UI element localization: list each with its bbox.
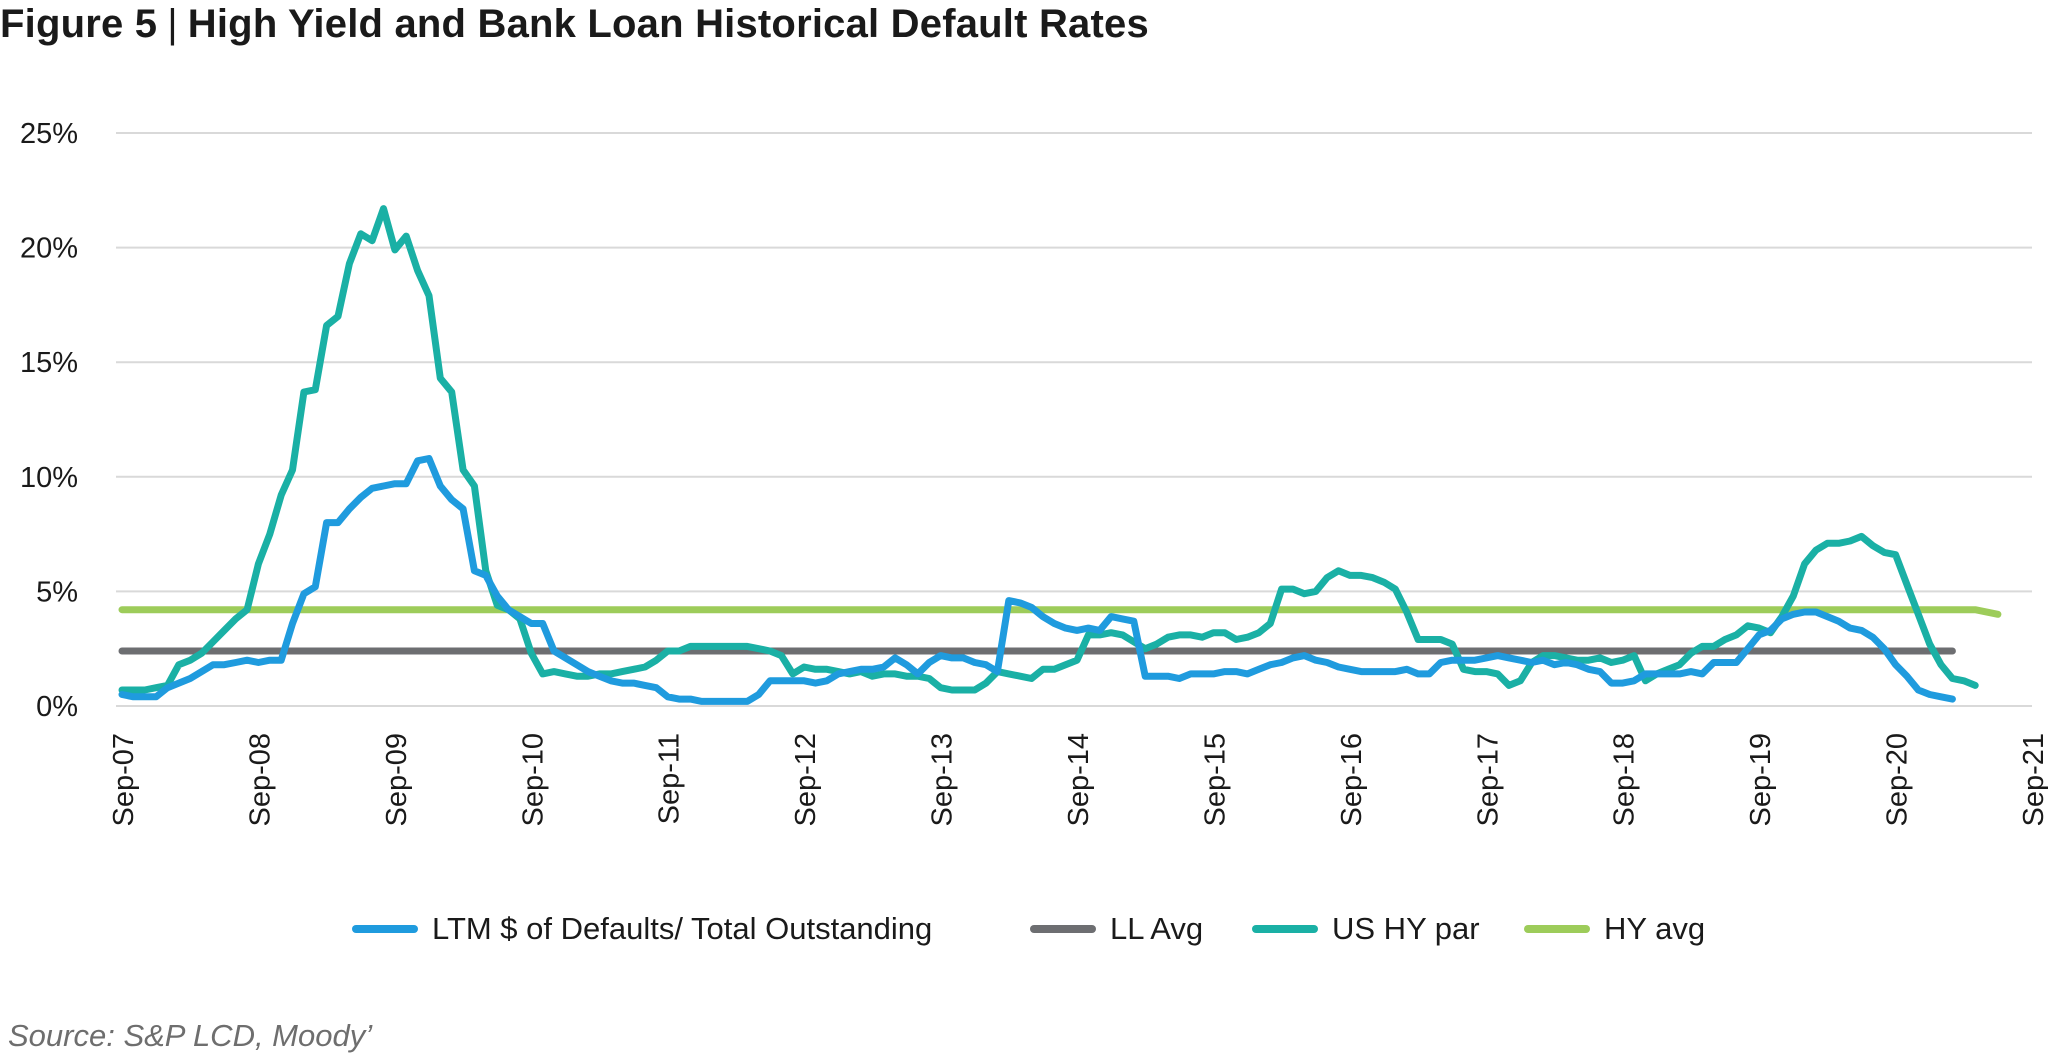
- x-tick-label: Sep-18: [1609, 733, 1641, 827]
- x-tick-label: Sep-11: [654, 733, 686, 824]
- legend-label: US HY par: [1332, 911, 1480, 946]
- series-lines: [118, 205, 2002, 705]
- gridlines: [116, 132, 2032, 707]
- figure-title: High Yield and Bank Loan Historical Defa…: [187, 2, 1149, 46]
- y-tick-label: 5%: [36, 576, 78, 608]
- legend-label: LTM $ of Defaults/ Total Outstanding: [432, 911, 933, 946]
- legend-item: HY avg: [1524, 904, 1705, 954]
- x-axis-tick-labels: Sep-07 Sep-08 Sep-09 Sep-10 Sep-11 Sep-12 Sep-…: [108, 733, 2048, 827]
- x-tick-label: Sep-12: [790, 733, 822, 827]
- figure-number: Figure 5: [0, 2, 158, 46]
- legend-swatch: [1252, 925, 1318, 933]
- source-note: Source: S&P LCD, Moody’: [8, 1018, 373, 1053]
- series-line-ltm-of-defaults-total-outstanding: [118, 455, 1956, 705]
- legend-item: LL Avg: [1030, 904, 1203, 954]
- x-tick-label: Sep-20: [1882, 733, 1914, 827]
- x-tick-label: Sep-07: [108, 733, 140, 827]
- legend-label: HY avg: [1604, 911, 1706, 946]
- legend-swatch: [352, 925, 418, 933]
- y-tick-label: 10%: [20, 462, 78, 494]
- legend: LTM $ of Defaults/ Total Outstanding LL A…: [0, 904, 2048, 954]
- x-tick-label: Sep-09: [381, 733, 413, 827]
- legend-item: LTM $ of Defaults/ Total Outstanding: [352, 904, 932, 954]
- legend-item: US HY par: [1252, 904, 1480, 954]
- chart-title: Figure 5 | High Yield and Bank Loan Histor…: [0, 2, 1149, 47]
- legend-swatch: [1030, 925, 1096, 933]
- x-tick-label: Sep-21: [2018, 733, 2048, 827]
- y-axis-tick-labels: 0% 5% 10% 15% 20% 25%: [20, 118, 78, 723]
- y-tick-label: 0%: [36, 691, 78, 723]
- series-line-hy-avg: [118, 606, 2002, 618]
- x-tick-label: Sep-17: [1472, 733, 1504, 827]
- series-line-us-hy-par: [118, 205, 1979, 694]
- y-tick-label: 25%: [20, 118, 78, 150]
- x-tick-label: Sep-13: [927, 733, 959, 827]
- legend-label: LL Avg: [1110, 911, 1204, 946]
- legend-swatch: [1524, 925, 1590, 933]
- x-tick-label: Sep-15: [1199, 733, 1231, 827]
- x-tick-label: Sep-16: [1336, 733, 1368, 827]
- y-tick-label: 20%: [20, 233, 78, 265]
- x-tick-label: Sep-14: [1063, 733, 1095, 827]
- x-tick-label: Sep-08: [244, 733, 276, 827]
- title-separator: |: [167, 2, 178, 46]
- x-tick-label: Sep-19: [1745, 733, 1777, 827]
- x-tick-label: Sep-10: [517, 733, 549, 827]
- y-tick-label: 15%: [20, 347, 78, 379]
